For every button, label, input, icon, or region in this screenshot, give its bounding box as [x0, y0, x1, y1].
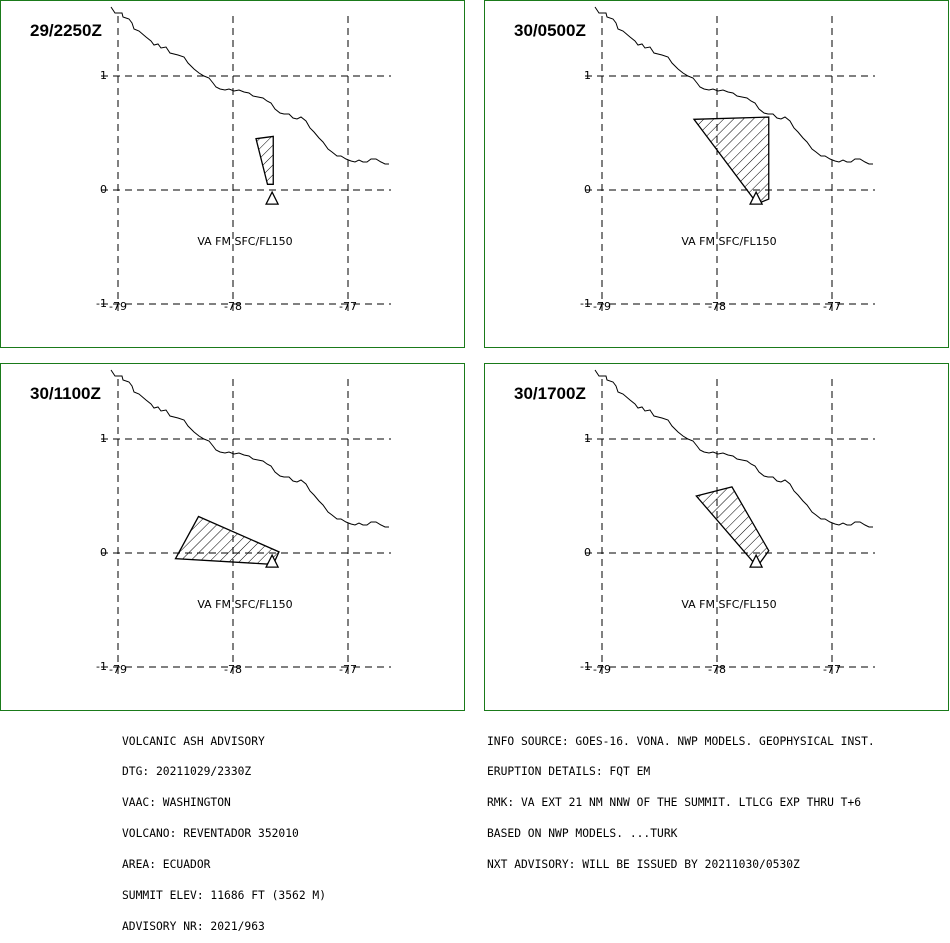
map-canvas-3: -79 -78 -77 1 0 -1 30/1100Z VA FM SFC/FL150: [30, 369, 391, 679]
map-canvas-4: -79 -78 -77 1 0 -1 30/1700Z VA FM SFC/FL150: [514, 369, 875, 679]
longitude-tick-label: -79: [593, 300, 611, 313]
latitude-tick-label: 1: [584, 432, 591, 445]
longitude-tick-label: -79: [109, 300, 127, 313]
ash-cloud-area: [695, 486, 770, 568]
map-canvas-2: -79 -78 -77 1 0 -1 30/0500Z VA FM SFC/FL150: [514, 6, 875, 316]
forecast-panel-1: -79 -78 -77 1 0 -1 29/2250Z VA FM SFC/FL150: [0, 0, 465, 348]
advisory-line: SUMMIT ELEV: 11686 FT (3562 M): [122, 889, 327, 903]
va-altitude-label: VA FM SFC/FL150: [681, 598, 776, 611]
advisory-line: RMK: VA EXT 21 NM NNW OF THE SUMMIT. LTL…: [487, 796, 862, 810]
longitude-tick-label: -79: [593, 663, 611, 676]
longitude-tick-label: -78: [708, 300, 726, 313]
va-altitude-label: VA FM SFC/FL150: [197, 235, 292, 248]
ash-cloud-area: [255, 135, 274, 185]
ash-cloud-area: [692, 116, 770, 205]
longitude-tick-label: -77: [823, 300, 841, 313]
forecast-panel-4: -79 -78 -77 1 0 -1 30/1700Z VA FM SFC/FL150: [484, 363, 949, 711]
latitude-tick-label: -1: [580, 297, 591, 310]
forecast-time-label: 30/0500Z: [514, 21, 586, 40]
advisory-line: VOLCANO: REVENTADOR 352010: [122, 827, 299, 841]
longitude-tick-label: -79: [109, 663, 127, 676]
advisory-line: DTG: 20211029/2330Z: [122, 765, 252, 779]
forecast-panel-3: -79 -78 -77 1 0 -1 30/1100Z VA FM SFC/FL150: [0, 363, 465, 711]
coastline-border: [594, 6, 873, 165]
latitude-tick-label: 0: [100, 546, 107, 559]
ash-cloud-area: [174, 515, 280, 566]
longitude-tick-label: -78: [708, 663, 726, 676]
latitude-tick-label: 1: [100, 69, 107, 82]
forecast-time-label: 30/1700Z: [514, 384, 586, 403]
advisory-text-left: VOLCANIC ASH ADVISORY DTG: 20211029/2330…: [122, 716, 326, 943]
advisory-line: ERUPTION DETAILS: FQT EM: [487, 765, 651, 779]
latitude-tick-label: 0: [100, 183, 107, 196]
longitude-tick-label: -77: [339, 663, 357, 676]
forecast-time-label: 30/1100Z: [30, 384, 101, 403]
longitude-tick-label: -78: [224, 663, 242, 676]
volcano-icon: [749, 190, 764, 205]
longitude-tick-label: -77: [823, 663, 841, 676]
longitude-tick-label: -78: [224, 300, 242, 313]
longitude-tick-label: -77: [339, 300, 357, 313]
volcano-icon: [265, 553, 280, 568]
coastline-border: [110, 6, 389, 165]
volcano-icon: [749, 553, 764, 568]
latitude-tick-label: -1: [580, 660, 591, 673]
advisory-line: VAAC: WASHINGTON: [122, 796, 231, 810]
advisory-line: VOLCANIC ASH ADVISORY: [122, 734, 265, 748]
coastline-border: [594, 369, 873, 528]
advisory-line: NXT ADVISORY: WILL BE ISSUED BY 20211030…: [487, 858, 800, 872]
advisory-text-right: INFO SOURCE: GOES-16. VONA. NWP MODELS. …: [487, 716, 875, 881]
advisory-line: BASED ON NWP MODELS. ...TURK: [487, 827, 678, 841]
forecast-time-label: 29/2250Z: [30, 21, 102, 40]
advisory-line: AREA: ECUADOR: [122, 858, 211, 872]
latitude-tick-label: -1: [96, 297, 107, 310]
latitude-tick-label: 0: [584, 546, 591, 559]
latitude-tick-label: 1: [100, 432, 107, 445]
map-canvas-1: -79 -78 -77 1 0 -1 29/2250Z VA FM SFC/FL150: [30, 6, 391, 316]
advisory-line: ADVISORY NR: 2021/963: [122, 919, 265, 933]
advisory-line: INFO SOURCE: GOES-16. VONA. NWP MODELS. …: [487, 734, 875, 748]
va-altitude-label: VA FM SFC/FL150: [681, 235, 776, 248]
latitude-tick-label: 0: [584, 183, 591, 196]
va-altitude-label: VA FM SFC/FL150: [197, 598, 292, 611]
forecast-panel-2: -79 -78 -77 1 0 -1 30/0500Z VA FM SFC/FL150: [484, 0, 949, 348]
latitude-tick-label: 1: [584, 69, 591, 82]
coastline-border: [110, 369, 389, 528]
volcano-icon: [265, 190, 280, 205]
latitude-tick-label: -1: [96, 660, 107, 673]
